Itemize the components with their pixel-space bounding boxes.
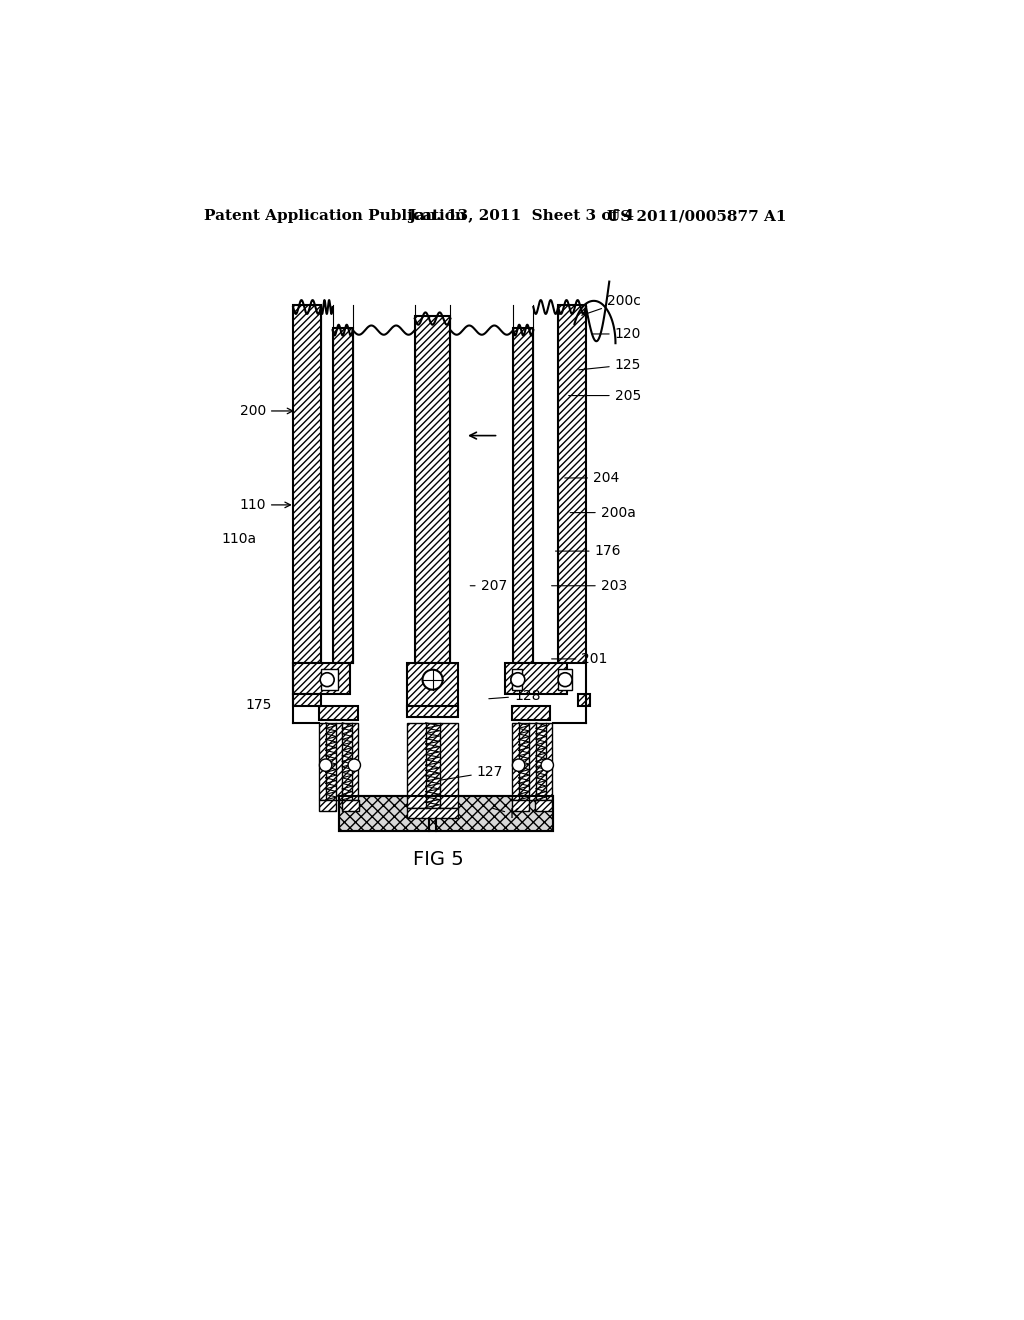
- Text: 110a: 110a: [221, 532, 257, 545]
- Bar: [321, 305, 333, 663]
- Bar: [512, 800, 528, 810]
- Text: Jan. 13, 2011  Sheet 3 of 4: Jan. 13, 2011 Sheet 3 of 4: [409, 209, 635, 223]
- Text: 207: 207: [470, 578, 507, 593]
- Bar: [513, 327, 534, 663]
- Bar: [293, 693, 321, 706]
- Circle shape: [321, 673, 334, 686]
- Text: 127: 127: [440, 766, 503, 780]
- Circle shape: [512, 759, 525, 771]
- Bar: [319, 706, 358, 719]
- Bar: [342, 800, 359, 810]
- Text: 200: 200: [240, 404, 293, 418]
- Text: 125: 125: [579, 358, 641, 372]
- Bar: [535, 800, 552, 810]
- Bar: [333, 327, 352, 663]
- Bar: [319, 723, 358, 800]
- Bar: [352, 327, 415, 663]
- Bar: [512, 706, 550, 719]
- Bar: [534, 305, 558, 663]
- Bar: [407, 706, 458, 717]
- Text: 176: 176: [555, 544, 621, 558]
- Bar: [319, 800, 337, 810]
- Bar: [512, 669, 522, 690]
- Circle shape: [511, 673, 525, 686]
- Bar: [339, 796, 554, 832]
- Text: 205: 205: [568, 388, 641, 403]
- Text: 110: 110: [240, 498, 291, 512]
- Bar: [506, 663, 567, 693]
- Text: FIG 5: FIG 5: [413, 850, 464, 869]
- Circle shape: [348, 759, 360, 771]
- Bar: [293, 663, 350, 693]
- Bar: [407, 663, 458, 710]
- Bar: [451, 327, 513, 663]
- Bar: [512, 723, 552, 800]
- Circle shape: [541, 759, 554, 771]
- Text: 201: 201: [552, 652, 608, 665]
- Circle shape: [319, 759, 332, 771]
- Text: 200c: 200c: [582, 294, 641, 315]
- Text: 203: 203: [552, 578, 627, 593]
- Bar: [339, 796, 554, 832]
- Bar: [407, 808, 458, 818]
- Text: 204: 204: [565, 471, 620, 484]
- Text: 128: 128: [488, 689, 541, 702]
- Text: Patent Application Publication: Patent Application Publication: [204, 209, 466, 223]
- Circle shape: [558, 673, 572, 686]
- Text: US 2011/0005877 A1: US 2011/0005877 A1: [607, 209, 786, 223]
- Bar: [321, 669, 338, 690]
- Text: K: K: [493, 808, 519, 821]
- Circle shape: [423, 669, 442, 689]
- Bar: [407, 723, 458, 808]
- Text: 175: 175: [245, 698, 271, 711]
- Bar: [558, 669, 572, 690]
- Bar: [579, 693, 590, 706]
- Bar: [293, 305, 321, 663]
- Bar: [415, 317, 451, 663]
- Text: 120: 120: [592, 327, 641, 341]
- Bar: [558, 305, 586, 663]
- Text: 200a: 200a: [570, 506, 636, 520]
